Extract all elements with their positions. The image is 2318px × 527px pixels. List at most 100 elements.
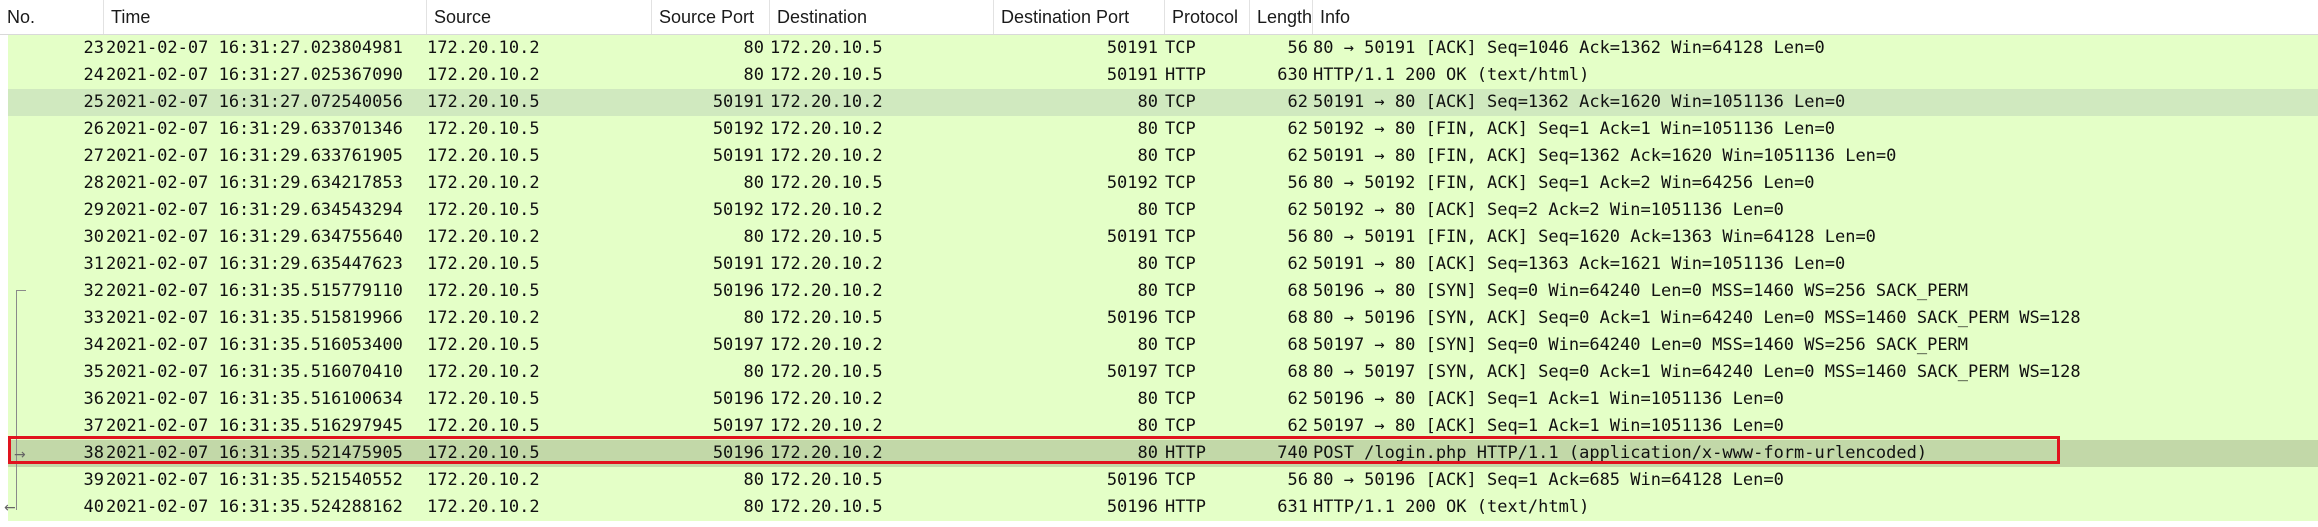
column-header-source[interactable]: Source [427,0,652,34]
cell-source-port: 50196 [712,281,764,301]
cell-info: 50191 → 80 [FIN, ACK] Seq=1362 Ack=1620 … [1313,146,1897,166]
packet-row[interactable]: 40 2021-02-07 16:31:35.524288162 172.20.10… [0,494,2318,521]
column-header-info[interactable]: Info [1320,7,1351,27]
cell-no: 29 [83,200,104,220]
cell-info: HTTP/1.1 200 OK (text/html) [1313,65,1590,85]
packet-row[interactable]: 28 2021-02-07 16:31:29.634217853 172.20.10… [0,170,2318,197]
cell-source-port: 50196 [712,389,764,409]
column-header-no[interactable]: No. [0,0,104,34]
cell-info: HTTP/1.1 200 OK (text/html) [1313,497,1590,517]
cell-protocol: TCP [1165,362,1196,382]
cell-destination: 172.20.10.5 [770,173,883,193]
packet-row[interactable]: 29 2021-02-07 16:31:29.634543294 172.20.10… [0,197,2318,224]
cell-time: 2021-02-07 16:31:29.633761905 [106,146,403,166]
packet-row[interactable]: 32 2021-02-07 16:31:35.515779110 172.20.10… [0,278,2318,305]
cell-no: 27 [83,146,104,166]
column-header-destination[interactable]: Destination [770,0,994,34]
cell-source: 172.20.10.2 [427,38,540,58]
packet-row[interactable]: 31 2021-02-07 16:31:29.635447623 172.20.10… [0,251,2318,278]
conversation-bracket-line [16,290,18,510]
cell-length: 68 [1287,281,1308,301]
cell-destination-port: 80 [1137,416,1158,436]
left-arrow-icon: ← [4,500,16,516]
cell-source-port: 50197 [712,416,764,436]
cell-no: 38 [83,443,104,463]
packet-row[interactable]: 26 2021-02-07 16:31:29.633701346 172.20.10… [0,116,2318,143]
cell-time: 2021-02-07 16:31:29.634755640 [106,227,403,247]
cell-source: 172.20.10.5 [427,416,540,436]
cell-destination-port: 80 [1137,119,1158,139]
cell-destination-port: 50196 [1106,308,1158,328]
cell-source-port: 80 [743,470,764,490]
column-header-destination-port[interactable]: Destination Port [994,0,1165,34]
cell-destination-port: 50196 [1106,470,1158,490]
packet-row[interactable]: 38 2021-02-07 16:31:35.521475905 172.20.10… [0,440,2318,467]
cell-protocol: TCP [1165,281,1196,301]
cell-destination: 172.20.10.5 [770,65,883,85]
packet-row[interactable]: 24 2021-02-07 16:31:27.025367090 172.20.10… [0,62,2318,89]
cell-no: 23 [83,38,104,58]
packet-row[interactable]: 37 2021-02-07 16:31:35.516297945 172.20.10… [0,413,2318,440]
cell-destination-port: 80 [1137,335,1158,355]
cell-info: 80 → 50191 [ACK] Seq=1046 Ack=1362 Win=6… [1313,38,1825,58]
cell-source: 172.20.10.2 [427,362,540,382]
column-header-length[interactable]: Length [1250,0,1313,34]
cell-time: 2021-02-07 16:31:27.023804981 [106,38,403,58]
cell-length: 56 [1287,227,1308,247]
cell-no: 25 [83,92,104,112]
cell-source-port: 80 [743,38,764,58]
cell-source-port: 50191 [712,92,764,112]
cell-length: 56 [1287,173,1308,193]
cell-time: 2021-02-07 16:31:35.521475905 [106,443,403,463]
cell-destination: 172.20.10.5 [770,362,883,382]
column-header-source-port[interactable]: Source Port [652,0,770,34]
cell-source-port: 80 [743,308,764,328]
cell-source: 172.20.10.5 [427,389,540,409]
cell-protocol: HTTP [1165,65,1206,85]
cell-time: 2021-02-07 16:31:35.516070410 [106,362,403,382]
cell-info: POST /login.php HTTP/1.1 (application/x-… [1313,443,1928,463]
packet-row[interactable]: 30 2021-02-07 16:31:29.634755640 172.20.10… [0,224,2318,251]
cell-source-port: 80 [743,65,764,85]
cell-length: 62 [1287,146,1308,166]
packet-row[interactable]: 34 2021-02-07 16:31:35.516053400 172.20.10… [0,332,2318,359]
cell-protocol: HTTP [1165,443,1206,463]
cell-no: 34 [83,335,104,355]
packet-row[interactable]: 35 2021-02-07 16:31:35.516070410 172.20.10… [0,359,2318,386]
cell-destination: 172.20.10.5 [770,470,883,490]
cell-source: 172.20.10.5 [427,92,540,112]
packet-row[interactable]: 36 2021-02-07 16:31:35.516100634 172.20.10… [0,386,2318,413]
packet-row[interactable]: 39 2021-02-07 16:31:35.521540552 172.20.10… [0,467,2318,494]
related-packets-gutter [0,35,8,527]
column-header-protocol[interactable]: Protocol [1165,0,1250,34]
cell-destination: 172.20.10.2 [770,416,883,436]
cell-destination-port: 80 [1137,281,1158,301]
cell-source: 172.20.10.2 [427,470,540,490]
cell-length: 62 [1287,254,1308,274]
cell-no: 31 [83,254,104,274]
column-header-time[interactable]: Time [104,0,427,34]
cell-length: 68 [1287,362,1308,382]
packet-row[interactable]: 23 2021-02-07 16:31:27.023804981 172.20.10… [0,35,2318,62]
cell-time: 2021-02-07 16:31:29.634217853 [106,173,403,193]
cell-destination-port: 80 [1137,92,1158,112]
cell-source-port: 80 [743,173,764,193]
packet-row[interactable]: 33 2021-02-07 16:31:35.515819966 172.20.10… [0,305,2318,332]
cell-destination: 172.20.10.2 [770,92,883,112]
packet-row[interactable]: 27 2021-02-07 16:31:29.633761905 172.20.10… [0,143,2318,170]
cell-time: 2021-02-07 16:31:35.516053400 [106,335,403,355]
cell-destination-port: 80 [1137,389,1158,409]
packet-row[interactable]: 25 2021-02-07 16:31:27.072540056 172.20.10… [0,89,2318,116]
cell-info: 80 → 50197 [SYN, ACK] Seq=0 Ack=1 Win=64… [1313,362,2081,382]
cell-length: 56 [1287,38,1308,58]
cell-source: 172.20.10.2 [427,308,540,328]
cell-source: 172.20.10.2 [427,65,540,85]
cell-source: 172.20.10.5 [427,119,540,139]
cell-info: 50196 → 80 [SYN] Seq=0 Win=64240 Len=0 M… [1313,281,1969,301]
cell-time: 2021-02-07 16:31:27.025367090 [106,65,403,85]
cell-length: 740 [1277,443,1308,463]
cell-destination-port: 80 [1137,146,1158,166]
cell-destination: 172.20.10.5 [770,38,883,58]
right-arrow-icon: → [14,447,26,463]
cell-no: 32 [83,281,104,301]
